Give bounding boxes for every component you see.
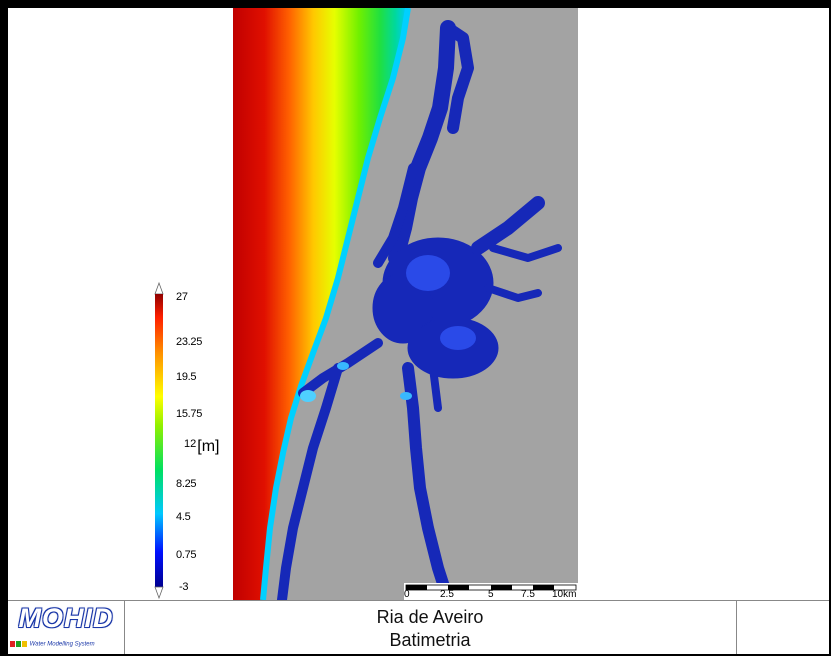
scale-label: 0 [404, 589, 410, 600]
legend-tick: 19.5 [176, 371, 197, 383]
legend-bar [155, 294, 163, 587]
legend-arrow-bottom [154, 586, 164, 600]
scale-label: 7.5 [521, 589, 535, 600]
logo-text: MOHID [18, 603, 114, 633]
coastal-shallows [260, 8, 411, 600]
mohid-logo: MOHID Water Modelling System [8, 601, 125, 654]
scale-label: 2.5 [440, 589, 454, 600]
logo-tagline: Water Modelling System [10, 641, 95, 648]
legend-tick: -3 [179, 581, 189, 593]
legend-unit: [m] [197, 438, 220, 455]
legend-tick: 15.75 [176, 408, 203, 420]
legend-tick: 8.25 [176, 478, 197, 490]
yellow-dot-icon [22, 641, 27, 647]
green-dot-icon [16, 641, 21, 647]
legend-tick: 27 [176, 291, 188, 303]
legend-tick: 12 [184, 438, 197, 450]
red-dot-icon [10, 641, 15, 647]
legend-tick: 0.75 [176, 549, 197, 561]
legend-tick: 4.5 [176, 511, 191, 523]
legend-colorbar [154, 281, 164, 600]
map-title: Ria de Aveiro [376, 607, 484, 627]
sea-area [233, 8, 408, 600]
map-subtitle: Batimetria [389, 630, 471, 650]
map-title-box: Ria de Aveiro Batimetria [124, 601, 737, 654]
logo-tagline-text: Water Modelling System [29, 641, 95, 648]
scale-bar [404, 583, 578, 600]
legend-tick: 23.25 [176, 336, 203, 348]
map-window: 27 23.25 19.5 15.75 12[m] 8.25 4.5 0.75 … [8, 8, 829, 654]
lagoon-shallows [300, 255, 476, 402]
legend-arrow-top [154, 281, 164, 295]
scale-label: 5 [488, 589, 494, 600]
map-canvas [154, 8, 578, 600]
legend-unit-label: 12[m] [184, 438, 219, 456]
scale-label: 10km [552, 589, 577, 600]
footer: MOHID Water Modelling System Ria de Avei… [8, 600, 829, 654]
